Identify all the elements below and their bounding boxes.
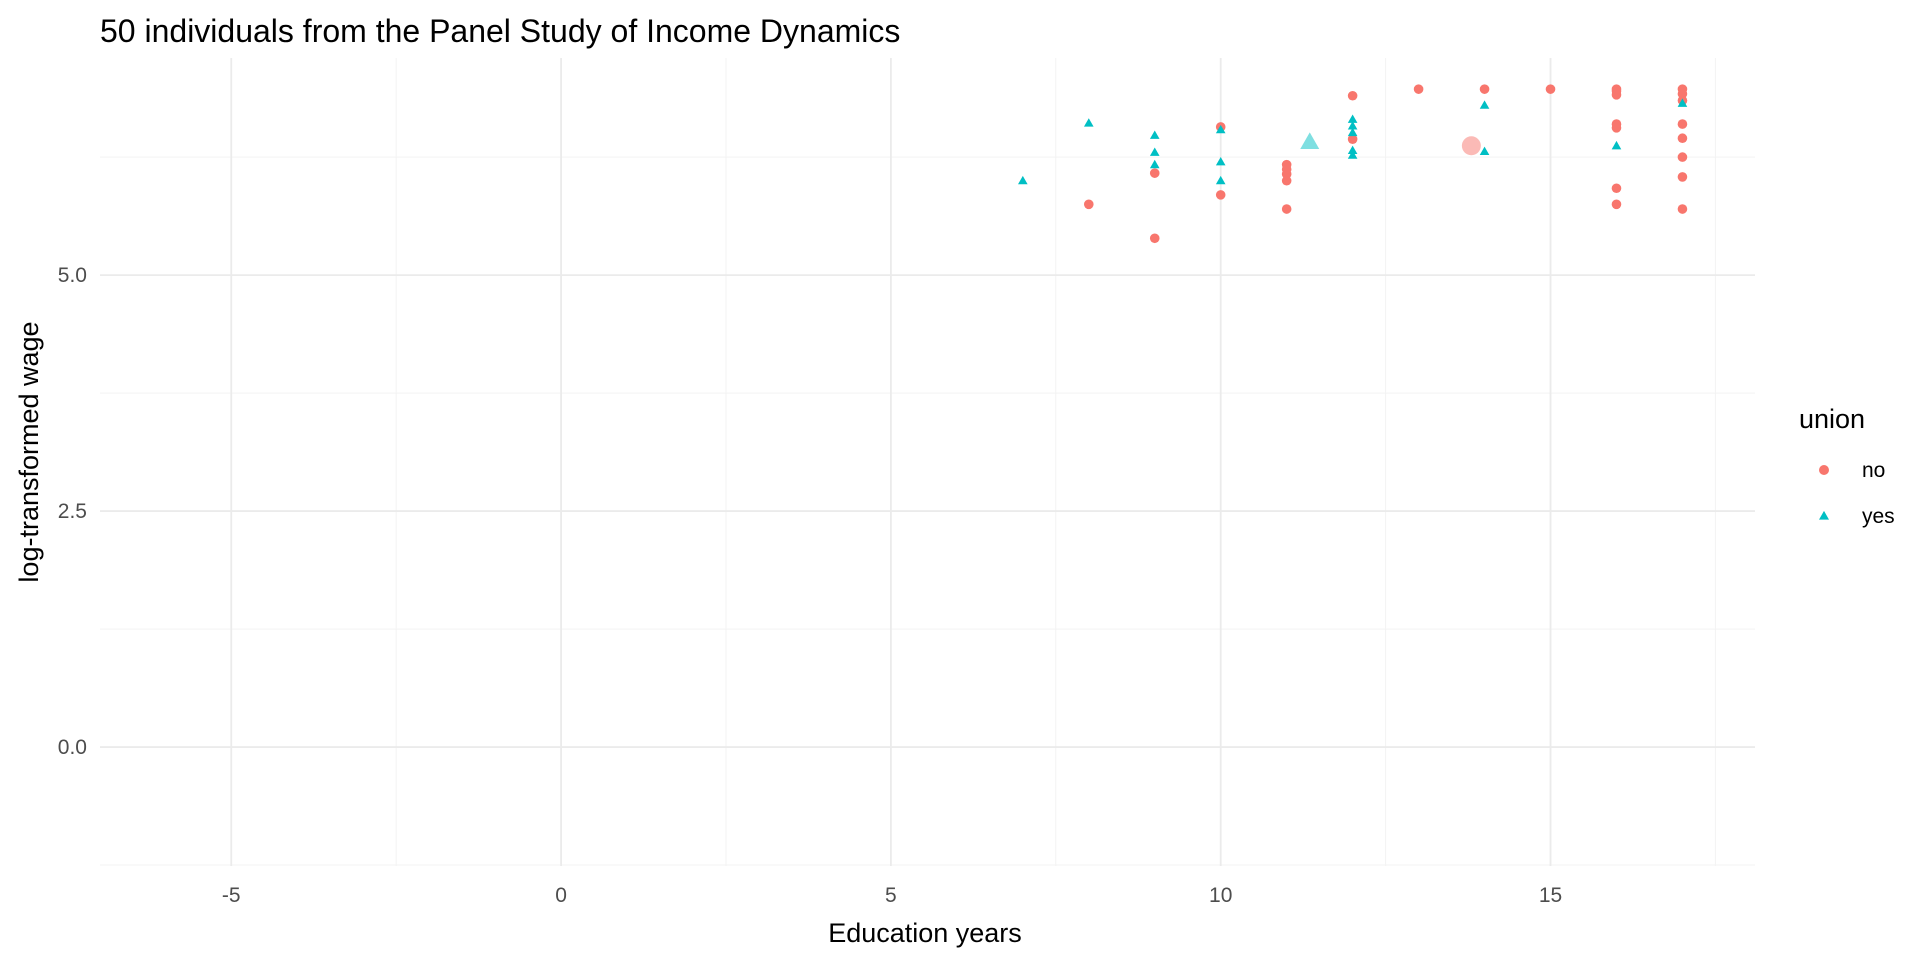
legend-label-no: no (1862, 459, 1885, 482)
data-point-yes-11 (1347, 121, 1358, 130)
x-tick-label-4: 15 (1539, 884, 1562, 907)
y-tick-label-0: 0.0 (58, 736, 87, 759)
data-point-no-15 (1611, 199, 1622, 210)
data-point-yes-12 (1347, 114, 1358, 123)
data-point-yes-14 (1479, 100, 1490, 109)
group-mean-yes (1300, 132, 1320, 149)
data-point-no-6 (1281, 175, 1292, 186)
data-point-no-16 (1611, 183, 1622, 194)
data-point-no-21 (1611, 84, 1622, 94)
data-point-no-11 (1347, 90, 1358, 101)
data-point-no-18 (1611, 119, 1622, 129)
x-tick-label-0: -5 (222, 884, 241, 907)
x-axis-title: Education years (828, 918, 1022, 948)
data-point-no-25 (1677, 133, 1688, 144)
data-point-yes-10 (1347, 127, 1358, 137)
data-point-yes-13 (1479, 146, 1490, 155)
data-point-yes-9 (1347, 145, 1358, 155)
data-point-no-26 (1677, 119, 1688, 129)
data-point-no-12 (1413, 84, 1424, 94)
legend-entry-no: no (1819, 459, 1885, 482)
group-mean-no (1461, 136, 1481, 156)
data-points-layer (1018, 84, 1688, 244)
data-point-no-3 (1215, 190, 1226, 200)
legend-label-yes: yes (1862, 505, 1895, 528)
chart-title: 50 individuals from the Panel Study of I… (100, 13, 900, 49)
x-axis-ticks: -5 0 5 10 15 (222, 884, 1562, 907)
y-axis-ticks: 0.0 2.5 5.0 (58, 264, 87, 759)
legend-key-yes (1819, 510, 1829, 520)
data-point-no-5 (1281, 204, 1292, 214)
data-point-yes-1 (1083, 118, 1094, 127)
data-point-no-22 (1677, 204, 1688, 214)
legend-entry-yes: yes (1819, 505, 1895, 528)
data-point-no-0 (1083, 199, 1094, 210)
data-point-yes-2 (1149, 159, 1160, 169)
legend-title: union (1799, 404, 1865, 434)
legend-key-no (1819, 465, 1829, 475)
data-point-yes-6 (1215, 156, 1226, 166)
data-point-yes-0 (1018, 175, 1028, 185)
x-tick-label-2: 5 (885, 884, 897, 907)
x-tick-label-3: 10 (1209, 884, 1232, 907)
data-point-no-23 (1677, 172, 1688, 182)
y-tick-label-1: 2.5 (58, 500, 87, 523)
data-point-no-29 (1677, 84, 1688, 94)
data-point-no-13 (1479, 84, 1490, 94)
data-point-no-9 (1281, 159, 1292, 170)
data-point-yes-16 (1677, 98, 1688, 107)
data-point-yes-8 (1347, 150, 1358, 159)
data-point-no-14 (1545, 84, 1556, 94)
data-point-no-10 (1347, 134, 1358, 144)
y-axis-title: log-transformed wage (14, 321, 44, 582)
data-point-yes-15 (1611, 140, 1622, 150)
data-point-no-2 (1149, 168, 1160, 178)
y-tick-label-2: 5.0 (58, 264, 87, 287)
grid-layer (100, 58, 1755, 866)
data-point-no-1 (1149, 233, 1160, 244)
data-point-yes-3 (1149, 147, 1160, 156)
legend: union no yes (1799, 404, 1895, 528)
data-point-yes-7 (1215, 124, 1226, 134)
data-point-no-24 (1677, 152, 1688, 162)
legend-entries: no yes (1819, 459, 1895, 528)
x-tick-label-1: 0 (555, 884, 567, 907)
data-point-yes-5 (1215, 175, 1226, 185)
data-point-yes-4 (1149, 130, 1160, 139)
